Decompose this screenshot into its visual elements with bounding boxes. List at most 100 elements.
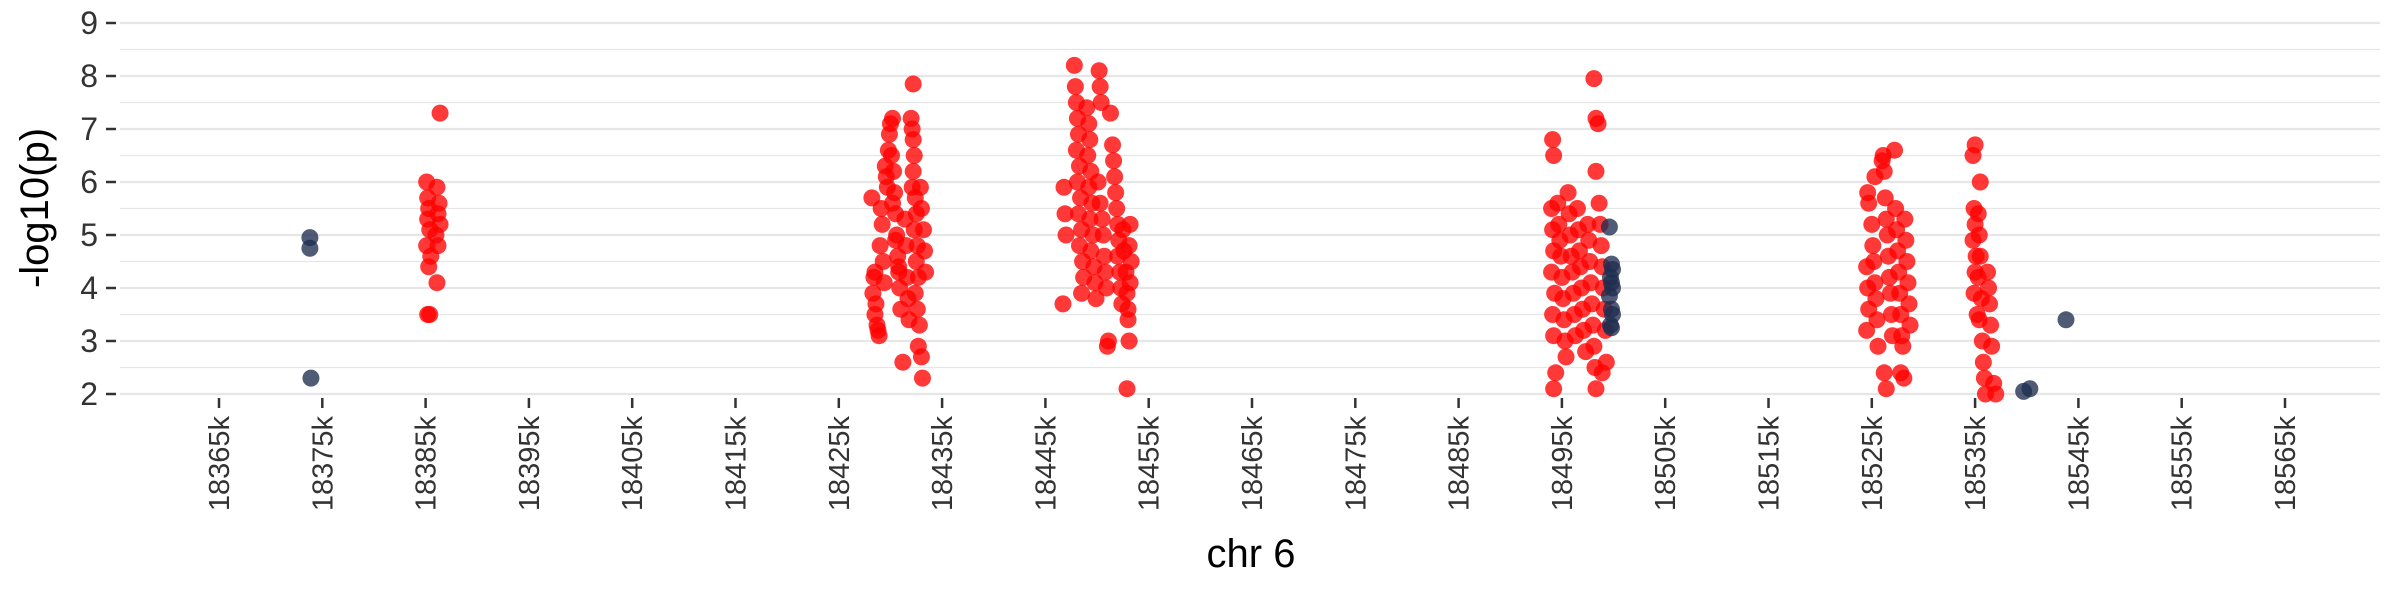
data-point-red xyxy=(1122,253,1140,270)
data-point-red xyxy=(908,300,926,318)
data-point-red xyxy=(1860,194,1878,212)
data-point-red xyxy=(429,237,447,255)
data-point-red xyxy=(1886,141,1904,159)
data-point-red xyxy=(1057,226,1075,244)
x-tick-label: 18545k xyxy=(2063,416,2095,512)
data-point-red xyxy=(1549,194,1567,212)
data-point-red xyxy=(1875,364,1893,382)
data-point-red xyxy=(1098,337,1116,355)
data-point-red xyxy=(1121,215,1139,233)
data-point-red xyxy=(1971,247,1989,265)
data-point-red xyxy=(1987,385,2005,403)
data-point-red xyxy=(1970,226,1988,244)
data-point-red xyxy=(1106,168,1124,186)
data-point-red xyxy=(1095,247,1113,265)
x-axis-title: chr 6 xyxy=(1207,532,1296,576)
data-point-red xyxy=(1585,70,1603,88)
data-point-red xyxy=(1966,136,1984,154)
grid-layer xyxy=(120,21,2380,396)
x-tick-label: 18475k xyxy=(1340,416,1372,512)
data-point-red xyxy=(913,369,931,387)
data-point-dark xyxy=(2021,380,2039,398)
data-point-red xyxy=(1120,332,1138,350)
data-point-red xyxy=(1089,173,1107,191)
data-point-red xyxy=(428,274,446,292)
x-tick-label: 18425k xyxy=(824,416,856,512)
data-point-red xyxy=(1869,337,1887,355)
y-tick-label: 6 xyxy=(80,164,98,200)
data-point-red xyxy=(1547,364,1565,382)
data-point-red xyxy=(1877,380,1895,398)
data-point-red xyxy=(421,306,439,323)
data-point-red xyxy=(1875,162,1893,180)
data-point-red xyxy=(1090,62,1108,80)
data-point-red xyxy=(1568,200,1586,217)
data-point-red xyxy=(1897,231,1915,249)
data-point-red xyxy=(1585,337,1603,355)
x-tick-label: 18565k xyxy=(2270,416,2302,512)
data-point-red xyxy=(1104,136,1122,154)
data-point-red xyxy=(1589,115,1607,133)
data-point-red xyxy=(915,221,933,239)
data-point-red xyxy=(1901,316,1919,334)
data-point-red xyxy=(1082,242,1100,260)
data-point-red xyxy=(1866,274,1884,292)
data-point-red xyxy=(870,327,888,345)
data-point-red xyxy=(1865,253,1883,270)
y-tick-label: 7 xyxy=(80,111,98,147)
data-point-red xyxy=(912,200,930,217)
data-point-red xyxy=(884,109,902,127)
x-tick-label: 18455k xyxy=(1134,416,1166,512)
data-point-red xyxy=(1108,200,1126,217)
data-point-red xyxy=(1900,295,1918,313)
data-point-red xyxy=(420,258,438,276)
y-tick-label: 8 xyxy=(80,58,98,94)
data-point-red xyxy=(1544,131,1562,149)
data-point-red xyxy=(1056,205,1074,223)
data-point-red xyxy=(1969,205,1987,223)
points-layer xyxy=(301,56,2075,403)
data-point-red xyxy=(1119,300,1137,318)
data-point-red xyxy=(875,274,893,292)
data-point-red xyxy=(431,104,449,122)
y-axis-title: -log10(p) xyxy=(13,128,57,288)
data-point-red xyxy=(1876,189,1894,207)
data-point-red xyxy=(1858,321,1876,339)
x-tick-label: 18535k xyxy=(1960,416,1992,512)
data-point-red xyxy=(882,147,900,164)
x-tick-label: 18415k xyxy=(721,416,753,512)
x-tick-label: 18395k xyxy=(514,416,546,512)
data-point-red xyxy=(1073,284,1091,302)
data-point-red xyxy=(1080,115,1098,133)
x-tick-label: 18375k xyxy=(307,416,339,512)
data-point-red xyxy=(1982,316,2000,334)
data-point-red xyxy=(1590,194,1608,212)
x-tick-label: 18515k xyxy=(1754,416,1786,512)
data-point-red xyxy=(1066,78,1084,96)
data-point-red xyxy=(1863,215,1881,233)
data-point-red xyxy=(1091,194,1109,212)
data-point-red xyxy=(1550,215,1568,233)
data-point-red xyxy=(873,215,891,233)
data-point-red xyxy=(1983,337,2001,355)
x-tick-label: 18385k xyxy=(411,416,443,512)
y-tick-label: 2 xyxy=(80,376,98,412)
data-point-dark xyxy=(1602,319,1620,337)
data-point-red xyxy=(874,253,892,270)
data-point-red xyxy=(1087,290,1105,308)
data-point-red xyxy=(885,162,903,180)
y-tick-label: 4 xyxy=(80,270,98,306)
data-point-red xyxy=(1895,369,1913,387)
data-point-red xyxy=(1118,380,1136,398)
data-point-red xyxy=(1091,78,1109,96)
data-point-red xyxy=(1079,147,1097,164)
data-point-red xyxy=(904,131,922,149)
data-point-red xyxy=(905,147,923,164)
x-tick-label: 18405k xyxy=(617,416,649,512)
data-point-red xyxy=(1597,353,1615,371)
data-point-red xyxy=(906,284,924,302)
data-point-red xyxy=(1559,184,1577,202)
data-point-red xyxy=(1974,353,1992,371)
data-point-red xyxy=(1545,380,1563,398)
